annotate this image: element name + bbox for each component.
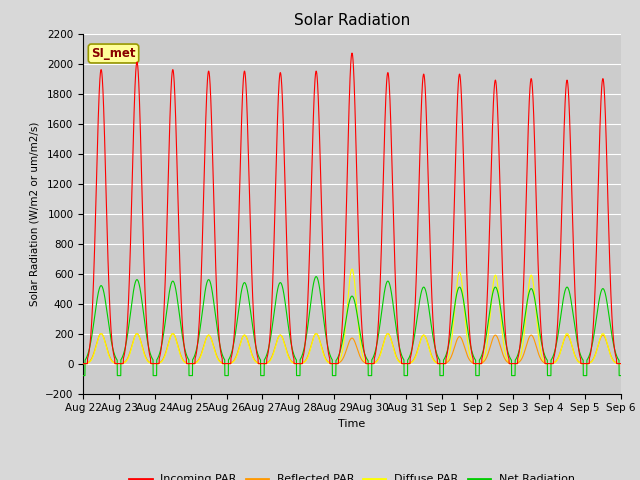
X-axis label: Time: Time (339, 419, 365, 429)
Title: Solar Radiation: Solar Radiation (294, 13, 410, 28)
Text: SI_met: SI_met (92, 47, 136, 60)
Y-axis label: Solar Radiation (W/m2 or um/m2/s): Solar Radiation (W/m2 or um/m2/s) (29, 121, 40, 306)
Legend: Incoming PAR, Reflected PAR, Diffuse PAR, Net Radiation: Incoming PAR, Reflected PAR, Diffuse PAR… (125, 470, 579, 480)
